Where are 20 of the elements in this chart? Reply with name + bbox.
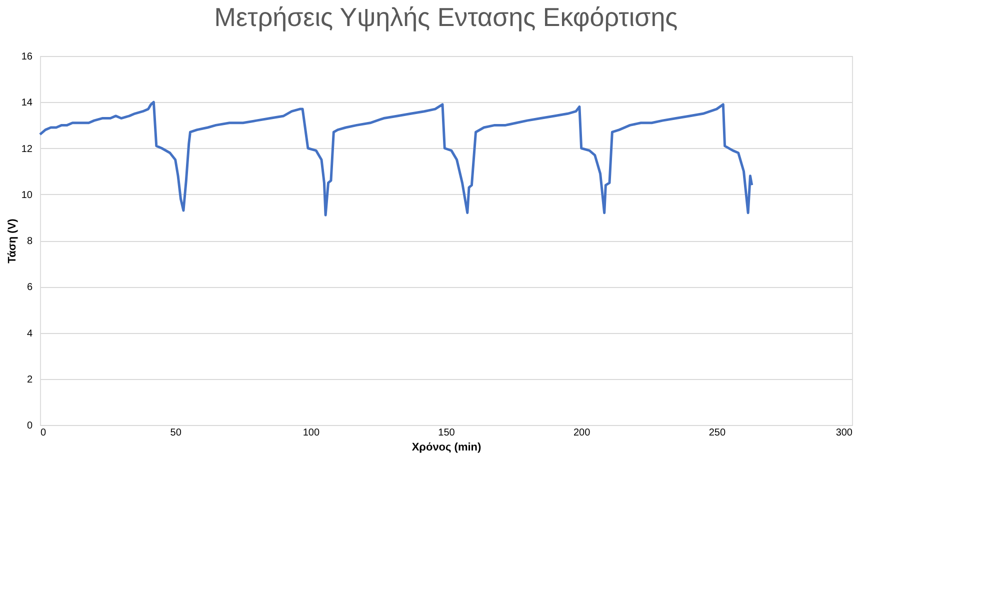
y-tick-label: 16: [21, 52, 33, 62]
x-tick-label: 150: [438, 428, 456, 438]
y-tick-label: 8: [26, 236, 33, 247]
y-axis-title: Τάση (V): [6, 218, 18, 264]
line-series: [38, 100, 754, 216]
x-tick-label: 0: [40, 428, 46, 438]
x-tick-label: 200: [573, 428, 591, 438]
y-tick-label: 14: [21, 98, 33, 109]
x-tick-label: 100: [302, 428, 320, 438]
x-tick-label: 300: [836, 428, 853, 438]
y-tick-label: 6: [26, 282, 33, 294]
y-tick-label: 2: [26, 374, 33, 386]
x-tick-label: 250: [708, 428, 726, 438]
x-tick-label: 50: [170, 428, 182, 438]
y-tick-label: 12: [21, 144, 33, 155]
y-tick-label: 4: [26, 328, 33, 340]
chart-title: Μετρήσεις Υψηλής Εντασης Εκφόρτισης: [214, 2, 678, 32]
x-axis-title: Χρόνος (min): [412, 442, 482, 454]
y-tick-label: 10: [21, 190, 33, 201]
y-tick-label: 0: [26, 420, 33, 432]
